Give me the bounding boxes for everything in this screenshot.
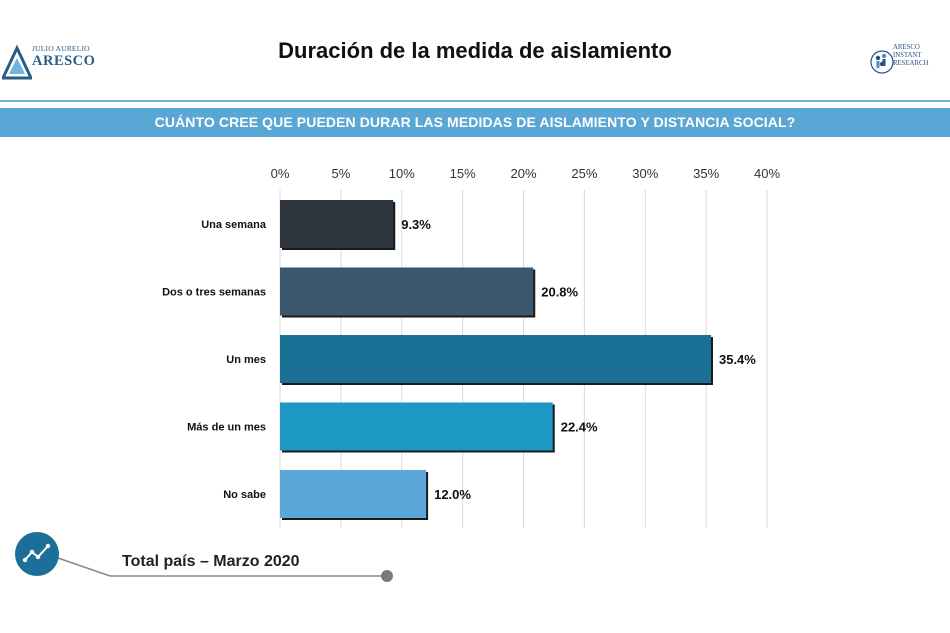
value-label: 9.3% xyxy=(401,217,431,232)
category-label: Más de un mes xyxy=(187,422,266,434)
bar-chart: 0% 5% 10% 15% 20% 25% 30% 35% 40% Una semana 9.3% D… xyxy=(162,166,780,528)
x-tick-label: 0% xyxy=(271,166,290,181)
x-tick-label: 15% xyxy=(450,166,476,181)
bar xyxy=(280,402,553,451)
logo-right-text: ARESCO INSTANT RESEARCH xyxy=(893,44,929,67)
bar xyxy=(280,470,427,518)
bar xyxy=(280,267,534,316)
category-label: Un mes xyxy=(226,354,266,366)
category-label: Una semana xyxy=(201,219,267,231)
x-tick-label: 10% xyxy=(389,166,415,181)
category-label: Dos o tres semanas xyxy=(162,287,266,299)
header-divider xyxy=(0,100,950,102)
logo-left-main-text: ARESCO xyxy=(32,53,96,69)
x-tick-label: 35% xyxy=(693,166,719,181)
value-label: 22.4% xyxy=(561,420,598,435)
question-banner: CUÁNTO CREE QUE PUEDEN DURAR LAS MEDIDAS… xyxy=(0,108,950,137)
page-title: Duración de la medida de aislamiento xyxy=(278,38,672,63)
trend-line-icon xyxy=(15,532,59,576)
globe-people-icon xyxy=(870,50,894,74)
value-label: 35.4% xyxy=(719,352,756,367)
value-label: 20.8% xyxy=(541,285,578,300)
x-tick-label: 5% xyxy=(331,166,350,181)
aresco-logo-mark xyxy=(2,44,32,80)
bar xyxy=(280,335,711,383)
category-label: No sabe xyxy=(223,489,266,501)
value-label: 12.0% xyxy=(434,487,471,502)
logo-left-top-text: JULIO AURELIO xyxy=(32,44,90,53)
x-tick-label: 20% xyxy=(510,166,536,181)
x-tick-label: 25% xyxy=(571,166,597,181)
x-tick-label: 30% xyxy=(632,166,658,181)
aresco-instant-research-logo: ARESCO INSTANT RESEARCH xyxy=(870,40,950,84)
footer-label: Total país – Marzo 2020 xyxy=(122,553,300,570)
aresco-logo: JULIO AURELIO ARESCO xyxy=(2,44,96,84)
x-tick-label: 40% xyxy=(754,166,780,181)
footer-connector xyxy=(57,557,393,582)
bar xyxy=(280,200,394,248)
